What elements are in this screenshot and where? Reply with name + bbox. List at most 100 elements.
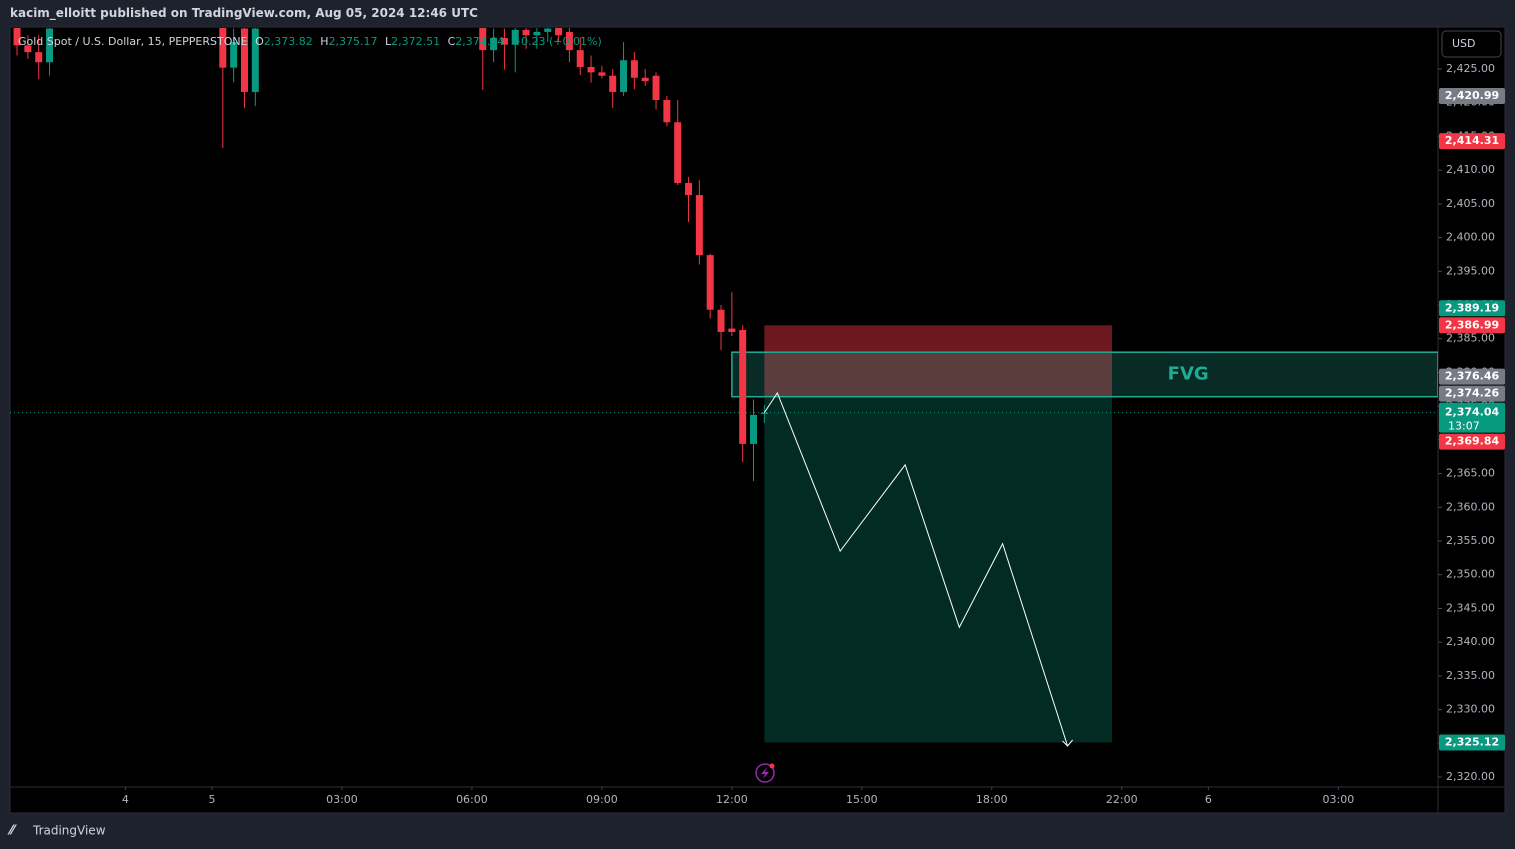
candle-body <box>490 37 498 51</box>
price-tag <box>1439 734 1505 751</box>
candle-body <box>739 329 747 444</box>
y-tick-label: 2,345.00 <box>1446 601 1495 614</box>
price-tag-label: 2,325.12 <box>1445 735 1499 748</box>
event-icon[interactable] <box>755 763 775 783</box>
y-tick-label: 2,330.00 <box>1446 703 1495 716</box>
y-tick-label: 2,395.00 <box>1446 264 1495 277</box>
candle-body <box>251 28 259 92</box>
candle-body <box>609 75 617 92</box>
candle-body <box>728 328 736 332</box>
candle-body <box>674 122 682 183</box>
chart-frame <box>9 26 1506 814</box>
target-zone <box>764 396 1113 743</box>
x-tick-label: 15:00 <box>846 793 878 806</box>
fvg-label: FVG <box>1168 363 1209 384</box>
x-tick-label: 5 <box>208 793 215 806</box>
legend-close: 2,374.04 <box>455 35 504 48</box>
axes: 2,320.002,325.002,330.002,335.002,340.00… <box>122 62 1495 806</box>
candle-body <box>522 29 530 36</box>
currency-button[interactable] <box>1441 30 1502 58</box>
x-tick-label: 06:00 <box>456 793 488 806</box>
price-tag <box>1439 433 1505 450</box>
price-tag <box>1439 368 1505 385</box>
event-dot <box>769 763 775 769</box>
y-tick-label: 2,350.00 <box>1446 568 1495 581</box>
legend: Gold Spot / U.S. Dollar, 15, PEPPERSTONE… <box>18 35 602 48</box>
candle-body <box>565 31 573 51</box>
y-tick-label: 2,410.00 <box>1446 163 1495 176</box>
candle-body <box>695 195 703 256</box>
x-tick-label: 6 <box>1205 793 1212 806</box>
candle-body <box>13 28 21 46</box>
y-tick-label: 2,385.00 <box>1446 332 1495 345</box>
price-tag <box>1439 133 1505 150</box>
candle-body <box>717 309 725 332</box>
x-tick-label: 03:00 <box>326 793 358 806</box>
candle-body <box>630 60 638 78</box>
y-tick-label: 2,320.00 <box>1446 770 1495 783</box>
candle-body <box>479 28 487 51</box>
legend-prefix: L <box>385 35 392 48</box>
legend-symbol: Gold Spot / U.S. Dollar, 15, PEPPERSTONE <box>18 35 248 48</box>
price-tag-label: 2,376.46 <box>1445 370 1500 383</box>
candle-body <box>230 42 238 68</box>
current-price-tag <box>1439 402 1505 433</box>
candle-body <box>544 28 552 32</box>
y-tick-label: 2,340.00 <box>1446 635 1495 648</box>
candle-body <box>598 72 606 76</box>
currency-label[interactable]: USD <box>1452 37 1476 50</box>
candle-body <box>641 77 649 82</box>
candle-body <box>511 29 519 45</box>
x-tick-label: 12:00 <box>716 793 748 806</box>
candle-body <box>500 37 508 45</box>
y-tick-label: 2,365.00 <box>1446 467 1495 480</box>
x-tick-label: 22:00 <box>1106 793 1138 806</box>
candle-body <box>555 28 563 36</box>
candle-body <box>24 45 32 53</box>
y-tick-label: 2,355.00 <box>1446 534 1495 547</box>
x-tick-label: 09:00 <box>586 793 618 806</box>
brand: TradingView <box>32 824 106 838</box>
candle-body <box>652 75 660 101</box>
candle-body <box>706 255 714 310</box>
price-tag <box>1439 385 1505 402</box>
legend-open: 2,373.82 <box>264 35 313 48</box>
price-tag <box>1439 317 1505 334</box>
price-tag-label: 2,386.99 <box>1445 318 1499 331</box>
price-tag-label: 2,374.26 <box>1445 387 1500 400</box>
legend-low: 2,372.51 <box>391 35 440 48</box>
candle-body <box>685 182 693 196</box>
legend-change: +0.23 (+0.01%) <box>512 35 602 48</box>
price-tag <box>1439 88 1505 105</box>
y-tick-label: 2,425.00 <box>1446 62 1495 75</box>
price-tag-label: 2,420.99 <box>1445 89 1499 102</box>
candle-body <box>587 66 595 73</box>
y-tick-label: 2,335.00 <box>1446 669 1495 682</box>
y-tick-label: 2,400.00 <box>1446 231 1495 244</box>
price-tag-label: 2,369.84 <box>1445 435 1500 448</box>
event-icon-bolt <box>761 767 769 779</box>
candle-body <box>219 28 227 68</box>
current-price-label: 2,374.04 <box>1445 406 1500 419</box>
fvg-box <box>731 351 1438 398</box>
candle-body <box>576 50 584 67</box>
legend-high: 2,375.17 <box>329 35 378 48</box>
brand-logo: ⁄⁄ <box>7 824 17 839</box>
price-tag-label: 2,389.19 <box>1445 301 1499 314</box>
y-tick-label: 2,360.00 <box>1446 500 1495 513</box>
legend-prefix: O <box>255 35 264 48</box>
candle-body <box>620 60 628 92</box>
projection-line <box>763 391 1069 747</box>
candle-body <box>533 31 541 36</box>
x-tick-label: 18:00 <box>976 793 1008 806</box>
plot-area: FVG <box>10 28 1438 747</box>
candle-body <box>663 100 671 123</box>
candle-body <box>46 28 54 63</box>
y-tick-label: 2,405.00 <box>1446 197 1495 210</box>
candle-body <box>240 28 248 92</box>
x-tick-label: 03:00 <box>1323 793 1355 806</box>
candle-body <box>760 412 768 415</box>
